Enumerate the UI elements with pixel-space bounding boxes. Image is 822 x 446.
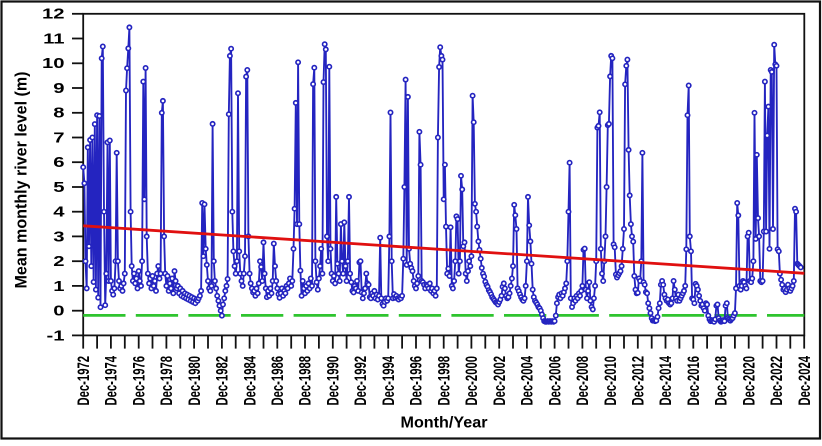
svg-text:Dec-1988: Dec-1988 [297, 356, 316, 406]
svg-text:Dec-1982: Dec-1982 [214, 356, 233, 406]
svg-text:Dec-1990: Dec-1990 [325, 356, 344, 406]
svg-text:Dec-2004: Dec-2004 [519, 355, 538, 405]
svg-text:8: 8 [53, 104, 64, 121]
svg-text:1: 1 [53, 277, 64, 294]
svg-text:Dec-2012: Dec-2012 [630, 356, 649, 406]
svg-text:9: 9 [53, 79, 64, 96]
svg-text:Dec-1976: Dec-1976 [131, 356, 150, 406]
svg-text:Dec-2000: Dec-2000 [463, 356, 482, 406]
svg-text:Dec-2010: Dec-2010 [602, 356, 621, 406]
svg-text:3: 3 [53, 228, 64, 245]
svg-text:Dec-1996: Dec-1996 [408, 356, 427, 406]
svg-text:Dec-1992: Dec-1992 [352, 356, 371, 406]
svg-text:Dec-1998: Dec-1998 [436, 356, 455, 406]
svg-text:10: 10 [42, 55, 65, 72]
svg-text:Dec-1972: Dec-1972 [75, 356, 94, 406]
svg-text:Dec-2014: Dec-2014 [657, 355, 676, 405]
svg-text:Mean monthly river level (m): Mean monthly river level (m) [13, 71, 31, 288]
svg-text:Month/Year: Month/Year [401, 415, 488, 432]
svg-text:Dec-2018: Dec-2018 [713, 356, 732, 406]
svg-text:Dec-1986: Dec-1986 [269, 356, 288, 406]
svg-text:Dec-2006: Dec-2006 [546, 356, 565, 406]
svg-text:Dec-2020: Dec-2020 [741, 356, 760, 406]
svg-text:2: 2 [53, 253, 64, 270]
svg-text:11: 11 [43, 30, 64, 47]
svg-text:Dec-2022: Dec-2022 [768, 356, 787, 406]
svg-text:4: 4 [53, 203, 64, 220]
svg-text:Dec-2024: Dec-2024 [796, 355, 815, 405]
svg-text:0: 0 [53, 302, 64, 319]
svg-text:5: 5 [53, 178, 64, 195]
svg-text:Dec-1984: Dec-1984 [241, 355, 260, 405]
svg-text:Dec-1994: Dec-1994 [380, 355, 399, 405]
svg-text:7: 7 [53, 129, 64, 146]
svg-text:Dec-2002: Dec-2002 [491, 356, 510, 406]
svg-text:Dec-2008: Dec-2008 [574, 356, 593, 406]
svg-text:Dec-1980: Dec-1980 [186, 356, 205, 406]
svg-text:Dec-2016: Dec-2016 [685, 356, 704, 406]
svg-text:12: 12 [42, 5, 65, 22]
svg-text:Dec-1978: Dec-1978 [158, 356, 177, 406]
svg-text:-1: -1 [47, 327, 65, 344]
svg-text:Dec-1974: Dec-1974 [103, 355, 122, 405]
svg-text:6: 6 [53, 154, 64, 171]
